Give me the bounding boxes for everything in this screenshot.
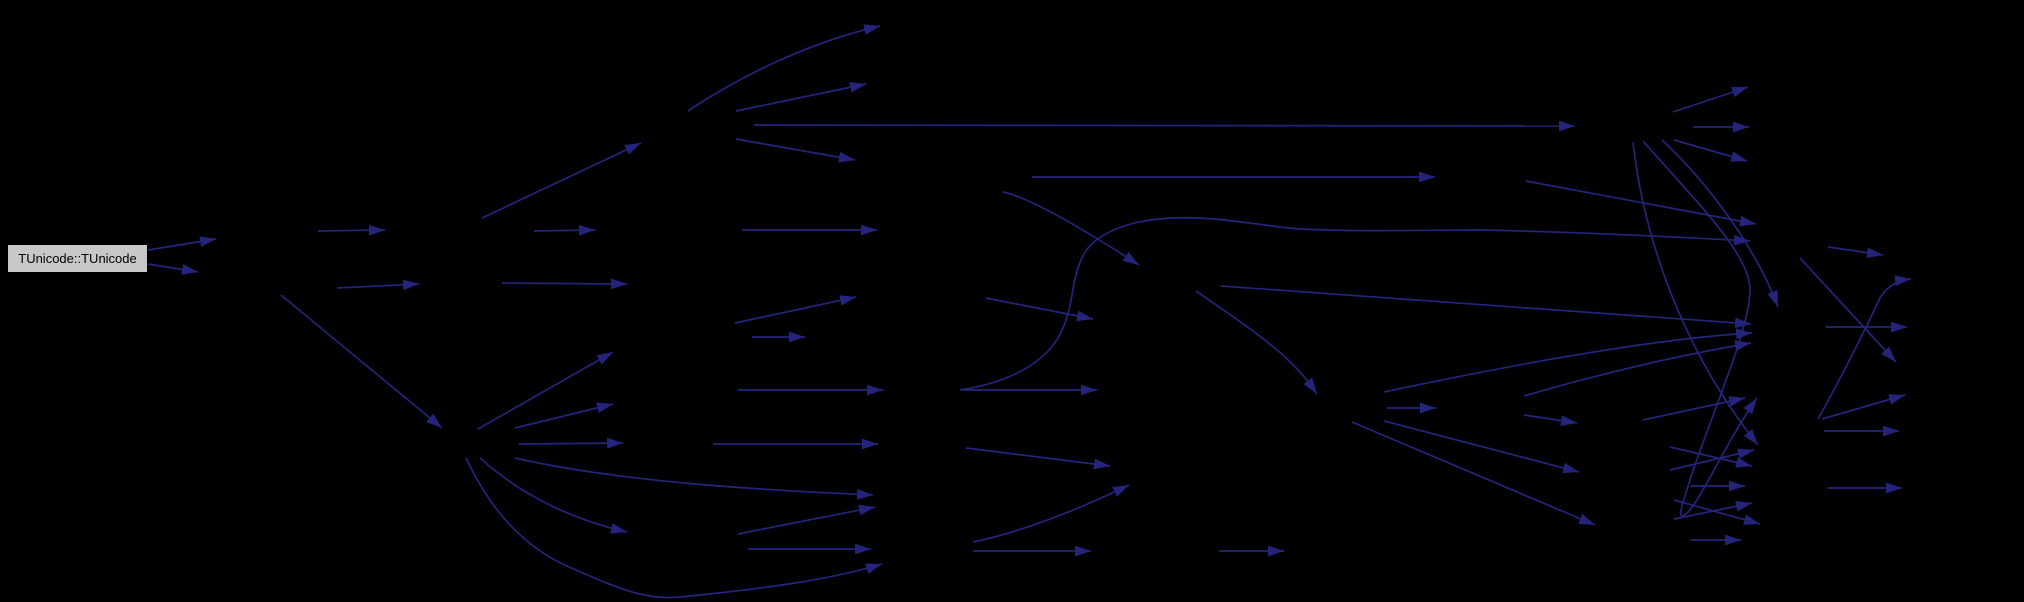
svg-text:TUnicode::TUnicode: TUnicode::TUnicode: [18, 251, 137, 266]
